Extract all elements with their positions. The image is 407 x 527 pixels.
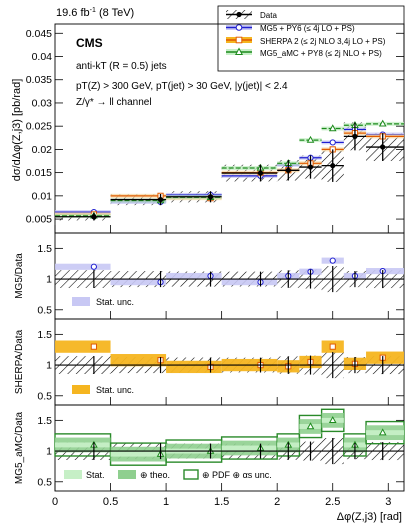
amc-point: [306, 135, 315, 143]
selection-line-3: Z/γ* → ll channel: [76, 97, 152, 108]
lumi-label: 19.6 fb-1 (8 TeV): [56, 7, 134, 19]
ratio-panel-mg5-plot: [55, 257, 404, 293]
amc-ratio-point: [328, 416, 337, 424]
ratio-panel-sherpa-plot: [55, 340, 404, 379]
mc-band: [221, 165, 278, 170]
mg5-ratio-point: [329, 257, 336, 264]
legend-entry-data: Data: [226, 10, 277, 20]
main-ytick-label: 0.03: [32, 97, 53, 109]
main-ytick-label: 0.015: [26, 167, 52, 179]
x-axis-label: Δφ(Z,j3) [rad]: [337, 511, 402, 523]
ratio-ytick-label: 1.5: [37, 415, 52, 427]
ratio-amc-legend-stat: Stat.: [86, 470, 105, 480]
legend-entry-sherpa: SHERPA 2 (≤ 2j NLO 3,4j LO + PS): [226, 36, 386, 46]
mg5-stat-band: [110, 279, 167, 286]
xtick-label: 2.5: [325, 496, 340, 508]
ratio-panel-amc-plot: [54, 408, 405, 466]
ratio-ytick-label: 1: [46, 360, 52, 372]
sherpa-ratio-point: [329, 343, 336, 350]
ratio-ytick-label: 0.5: [37, 304, 52, 316]
ratio-ytick-label: 0.5: [37, 476, 52, 488]
sherpa-stat-band: [55, 340, 111, 353]
amc-stat-band: [110, 451, 167, 457]
ratio-sherpa-ylabel: SHERPA/Data: [14, 329, 25, 394]
ratio-sherpa-legend-label: Stat. unc.: [96, 385, 134, 395]
ratio-mg5-legend: Stat. unc.: [72, 297, 134, 307]
amc-ratio-point: [378, 428, 387, 436]
main-ytick-label: 0.035: [26, 74, 52, 86]
data-point: [207, 194, 214, 200]
ratio-ytick-label: 1.5: [37, 243, 52, 255]
ratio-ytick-label: 1: [46, 446, 52, 458]
amc-stat-band: [221, 445, 278, 451]
legend-label-sherpa: SHERPA 2 (≤ 2j NLO 3,4j LO + PS): [260, 37, 386, 46]
legend-label-amc: MG5_aMC + PY8 (≤ 2j NLO + PS): [260, 49, 382, 58]
axes-ticks: 0.005 0.01 0.015 0.02 0.025 0.03 0.035 0.04 0.04…: [26, 28, 404, 508]
experiment-label: CMS: [76, 36, 103, 50]
amc-stat-band: [55, 442, 111, 448]
data-point: [157, 196, 164, 203]
amc-point: [378, 119, 387, 127]
data-point: [352, 133, 358, 139]
mg5-ratio-point: [90, 263, 97, 270]
sherpa-stat-band: [110, 354, 167, 367]
legend: Data MG5 + PY6 (≤ 4j LO + PS) SHERPA 2 (…: [217, 5, 405, 72]
ratio-amc-ylabel: MG5_aMC/Data: [14, 411, 25, 484]
sherpa-ratio-point: [90, 343, 97, 350]
legend-label-data: Data: [260, 11, 277, 20]
legend-entry-mg5: MG5 + PY6 (≤ 4j LO + PS): [226, 24, 355, 33]
mg5-stat-band: [221, 279, 278, 286]
mg5-point: [329, 139, 336, 146]
xtick-label: 1.5: [214, 496, 229, 508]
ratio-mg5-ylabel: MG5/Data: [14, 253, 25, 299]
amc-point: [328, 124, 337, 132]
xtick-label: 0.5: [103, 496, 118, 508]
main-ylabel: dσ/dΔφ(Z,j3) [pb/rad]: [11, 79, 23, 182]
mg5-stat-band: [166, 272, 222, 280]
ratio-amc-legend-pdf: ⊕ PDF ⊕ αs unc.: [202, 470, 272, 480]
data-point: [380, 144, 386, 150]
xtick-label: 2: [274, 496, 280, 508]
ratio-ytick-label: 1: [46, 274, 52, 286]
ratio-ytick-label: 1.5: [37, 329, 52, 341]
amc-ratio-point: [306, 422, 315, 430]
mc-band: [55, 213, 111, 218]
selection-line-1: anti-kT (R = 0.5) jets: [76, 61, 167, 72]
ratio-amc-legend: Stat. ⊕ theo. ⊕ PDF ⊕ αs unc.: [64, 469, 272, 480]
xtick-label: 0: [52, 496, 58, 508]
main-ytick-label: 0.01: [32, 190, 53, 202]
mc-band: [110, 198, 167, 203]
data-point: [307, 164, 314, 170]
ratio-sherpa-legend: Stat. unc.: [72, 385, 134, 395]
xtick-label: 1: [163, 496, 169, 508]
legend-entry-amc: MG5_aMC + PY8 (≤ 2j NLO + PS): [226, 47, 382, 58]
data-point: [257, 170, 264, 176]
main-ytick-label: 0.045: [26, 28, 52, 40]
ratio-amc-legend-theo: ⊕ theo.: [140, 470, 170, 480]
main-ytick-label: 0.04: [32, 51, 53, 63]
ratio-ytick-label: 0.5: [37, 390, 52, 402]
mg5-stat-band: [55, 263, 111, 270]
data-point: [330, 163, 336, 169]
data-point: [91, 214, 97, 220]
data-point: [285, 167, 291, 173]
selection-line-2: pT(Z) > 300 GeV, pT(jet) > 30 GeV, |y(je…: [76, 81, 288, 92]
xtick-label: 3: [385, 496, 391, 508]
legend-label-mg5: MG5 + PY6 (≤ 4j LO + PS): [260, 24, 355, 33]
ratio-mg5-legend-label: Stat. unc.: [96, 297, 134, 307]
main-panel-plot: [55, 119, 404, 221]
main-ytick-label: 0.005: [26, 214, 52, 226]
main-ytick-label: 0.025: [26, 121, 52, 133]
main-ytick-label: 0.02: [32, 144, 53, 156]
